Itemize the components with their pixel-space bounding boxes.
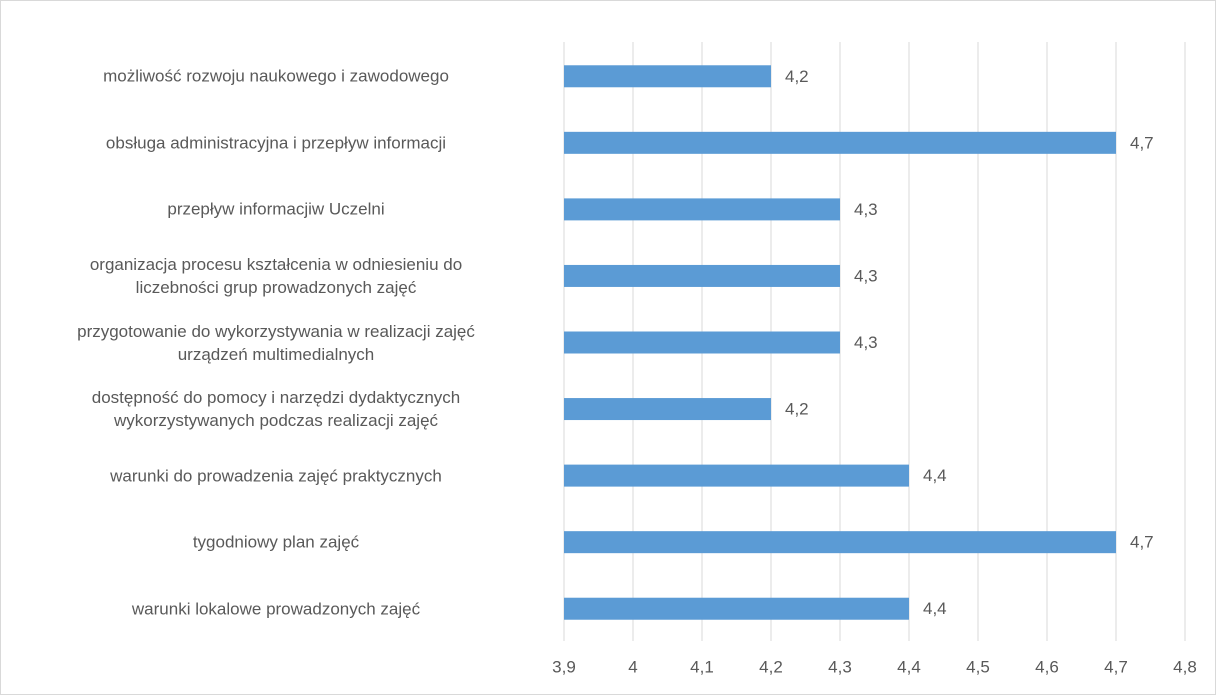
data-label: 4,2 — [785, 67, 809, 86]
x-tick-label: 4,8 — [1173, 657, 1197, 676]
y-tick-label: warunki do prowadzenia zajęć praktycznyc… — [110, 466, 442, 486]
data-label: 4,3 — [854, 333, 878, 352]
data-label: 4,2 — [785, 400, 809, 419]
x-tick-label: 4,5 — [966, 657, 990, 676]
x-tick-label: 3,9 — [552, 657, 576, 676]
y-tick-label: dostępność do pomocy i narzędzi dydaktyc… — [91, 388, 461, 431]
x-tick-label: 4,6 — [1035, 657, 1059, 676]
data-label: 4,7 — [1130, 533, 1154, 552]
data-label: 4,4 — [923, 466, 947, 485]
data-label: 4,3 — [854, 266, 878, 285]
y-tick-label: przygotowanie do wykorzystywania w reali… — [77, 321, 475, 364]
data-label: 4,7 — [1130, 133, 1154, 152]
x-tick-label: 4,4 — [897, 657, 921, 676]
bar — [564, 198, 840, 221]
bar — [564, 531, 1116, 554]
y-tick-label: organizacja procesu kształcenia w odnies… — [89, 254, 463, 297]
x-tick-label: 4,2 — [759, 657, 783, 676]
y-tick-label: obsługa administracyjna i przepływ infor… — [105, 133, 447, 153]
bar — [564, 264, 840, 287]
y-tick-label: tygodniowy plan zajęć — [192, 532, 360, 552]
y-tick-label: warunki lokalowe prowadzonych zajęć — [131, 599, 421, 619]
bar — [564, 464, 909, 487]
bar — [564, 131, 1116, 154]
bar — [564, 597, 909, 620]
x-tick-label: 4,7 — [1104, 657, 1128, 676]
bar — [564, 398, 771, 421]
bar — [564, 65, 771, 88]
x-tick-label: 4 — [628, 657, 637, 676]
y-tick-label: możliwość rozwoju naukowego i zawodowego — [103, 66, 449, 86]
bar — [564, 331, 840, 354]
x-tick-label: 4,1 — [690, 657, 714, 676]
data-label: 4,3 — [854, 200, 878, 219]
data-label: 4,4 — [923, 599, 947, 618]
y-tick-label: przepływ informacjiw Uczelni — [167, 199, 385, 219]
x-tick-label: 4,3 — [828, 657, 852, 676]
